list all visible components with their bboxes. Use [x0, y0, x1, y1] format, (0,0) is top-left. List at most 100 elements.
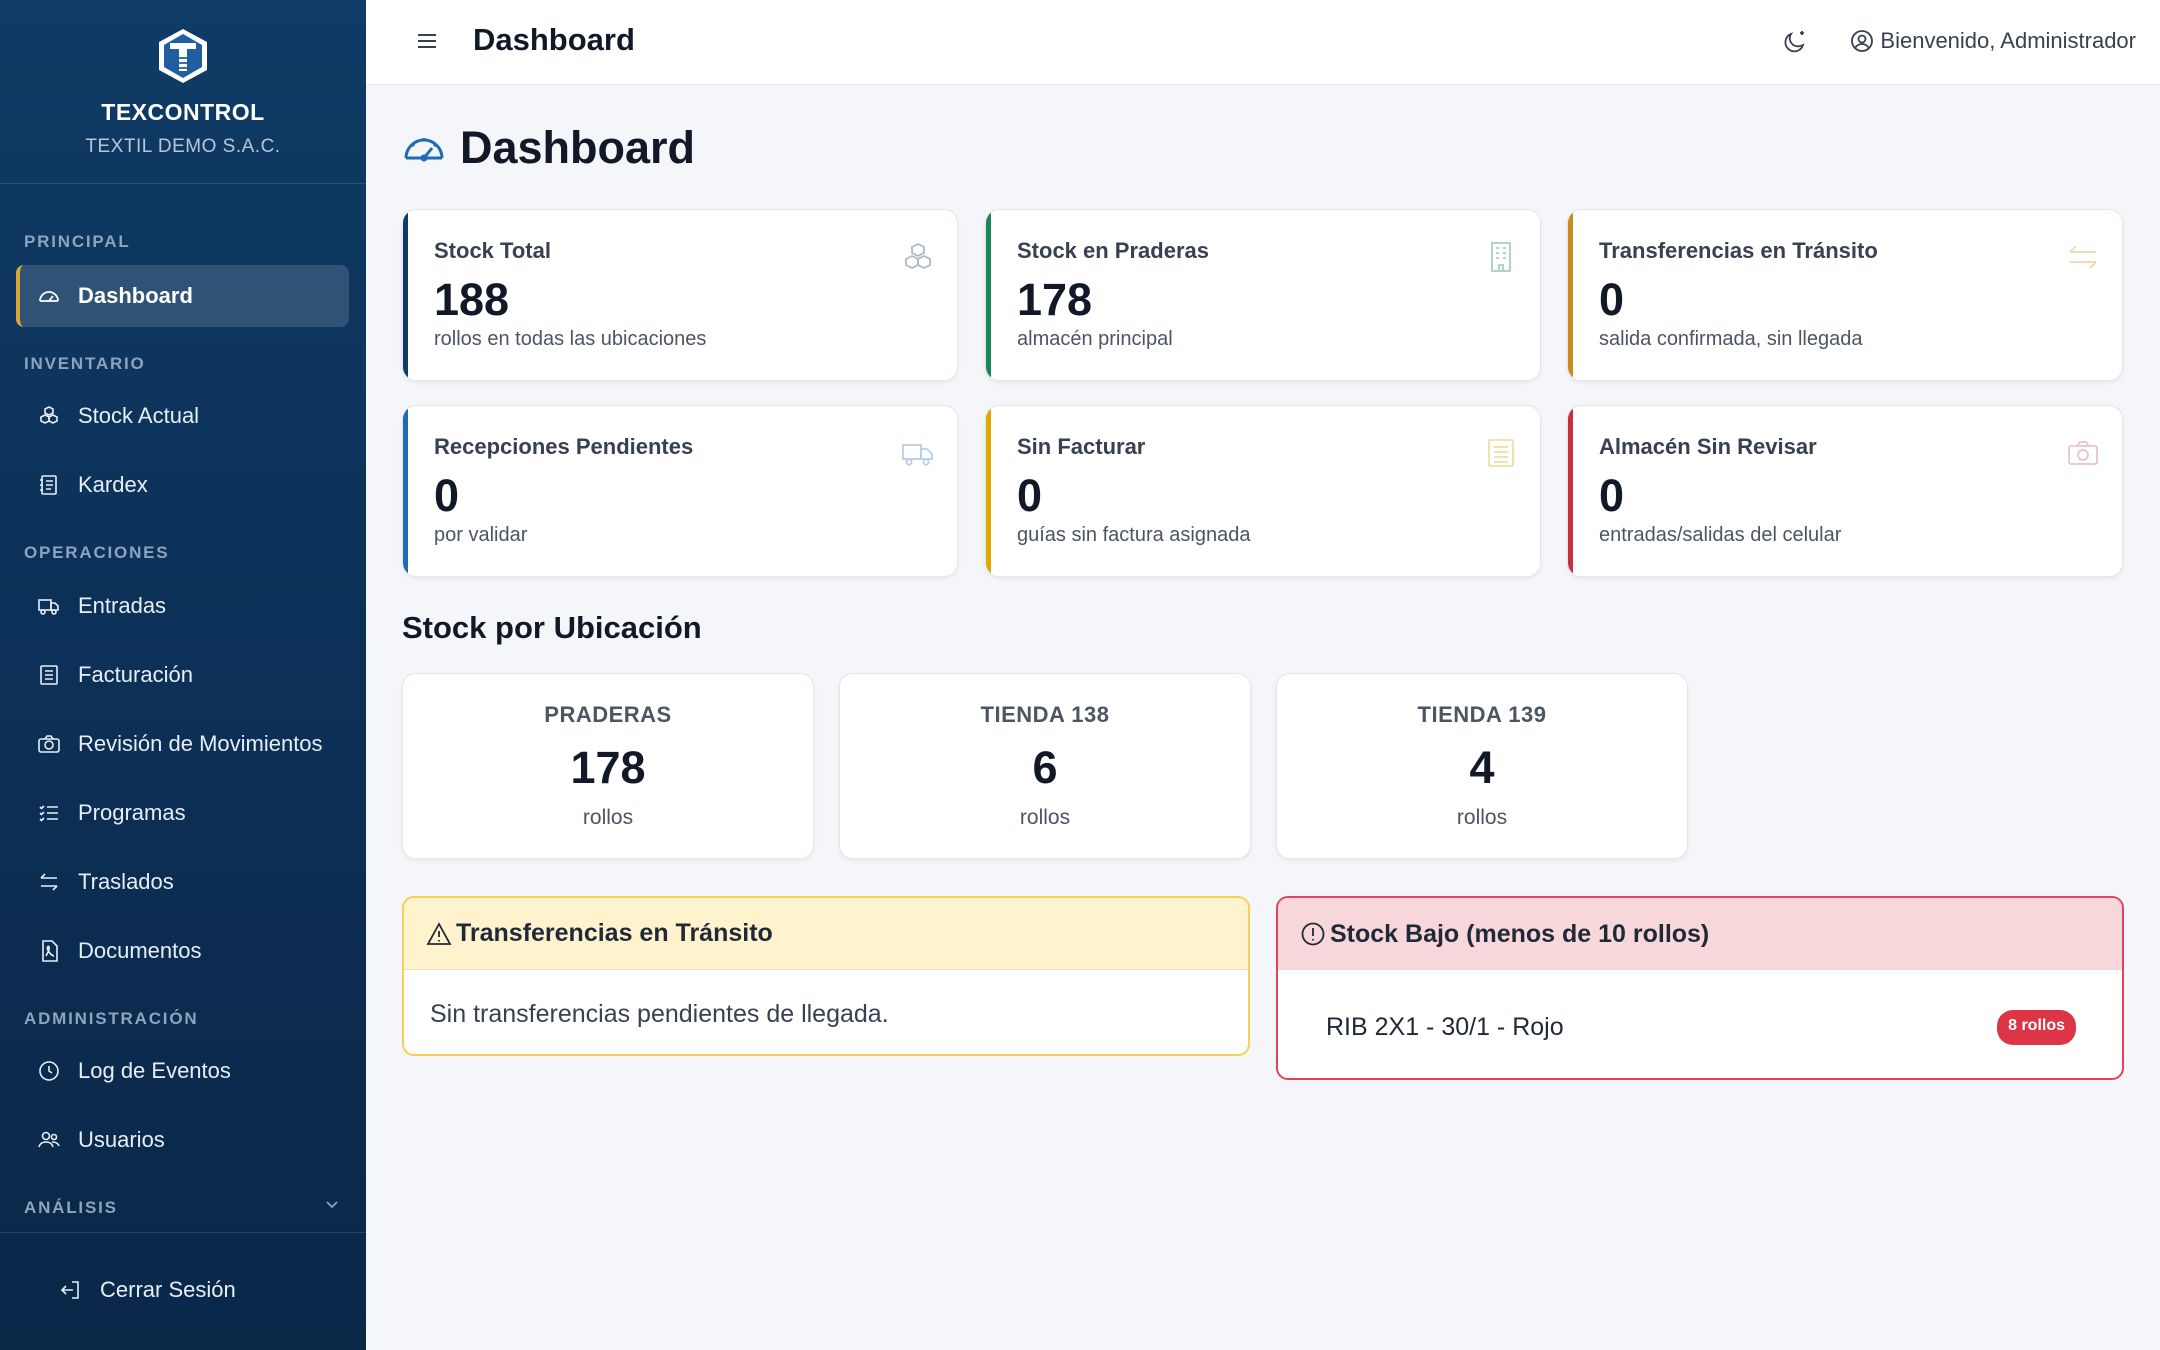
card-accent: [986, 406, 991, 576]
stat-sub: por validar: [434, 524, 528, 546]
brand: TEXCONTROL TEXTIL DEMO S.A.C.: [0, 0, 366, 184]
location-name: TIENDA 138: [980, 702, 1110, 727]
brand-name: TEXCONTROL: [101, 99, 265, 125]
transit-panel: Transferencias en Tránsito Sin transfere…: [402, 896, 1250, 1056]
truck-icon: [36, 593, 62, 619]
stat-value: 188: [434, 274, 510, 325]
nav-section-principal: PRINCIPAL: [24, 232, 131, 251]
welcome-text: Bienvenido, Administrador: [1880, 28, 2136, 53]
panel-title: Stock Bajo (menos de 10 rollos): [1330, 919, 1710, 948]
stat-sub: guías sin factura asignada: [1017, 524, 1251, 546]
stat-card-transferencias-transito: Transferencias en Tránsito 0 salida conf…: [1567, 209, 2123, 381]
list-item[interactable]: RIB 2X1 - 30/1 - Rojo 8 rollos: [1326, 1010, 2076, 1045]
file-pdf-icon: [36, 938, 62, 964]
card-accent: [403, 406, 408, 576]
logout-icon: [58, 1277, 84, 1303]
stat-label: Transferencias en Tránsito: [1599, 238, 1878, 263]
sidebar-item-facturacion[interactable]: Facturación: [16, 644, 349, 706]
stat-label: Stock en Praderas: [1017, 238, 1209, 263]
topbar-title: Dashboard: [473, 22, 635, 57]
user-menu[interactable]: Bienvenido, Administrador: [1850, 28, 2136, 54]
card-accent: [1568, 210, 1573, 380]
stat-label: Almacén Sin Revisar: [1599, 434, 1817, 459]
location-name: TIENDA 139: [1417, 702, 1547, 727]
sidebar-item-revision-movimientos[interactable]: Revisión de Movimientos: [16, 713, 349, 775]
transit-empty-text: Sin transferencias pendientes de llegada…: [430, 1000, 889, 1028]
location-name: PRADERAS: [544, 702, 672, 727]
stat-label: Stock Total: [434, 238, 551, 263]
sidebar-item-traslados[interactable]: Traslados: [16, 851, 349, 913]
moon-stars-icon[interactable]: [1782, 27, 1810, 55]
stat-card-almacen-sin-revisar: Almacén Sin Revisar 0 entradas/salidas d…: [1567, 405, 2123, 577]
sidebar-item-label: Facturación: [78, 662, 193, 687]
sidebar-item-label: Dashboard: [78, 283, 193, 308]
camera-icon: [36, 731, 62, 757]
section-title-stock-ubicacion: Stock por Ubicación: [402, 610, 702, 645]
stat-card-sin-facturar: Sin Facturar 0 guías sin factura asignad…: [985, 405, 1541, 577]
chevron-down-icon[interactable]: [324, 1196, 340, 1212]
location-card-praderas: PRADERAS 178 rollos: [402, 673, 814, 859]
panel-header: Transferencias en Tránsito: [404, 898, 1248, 970]
list-check-icon: [36, 800, 62, 826]
low-stock-badge: 8 rollos: [1997, 1010, 2076, 1045]
card-accent: [986, 210, 991, 380]
receipt-icon: [36, 662, 62, 688]
arrows-exchange-icon: [36, 869, 62, 895]
sidebar-item-documentos[interactable]: Documentos: [16, 920, 349, 982]
location-card-tienda-139: TIENDA 139 4 rollos: [1276, 673, 1688, 859]
exclamation-circle-icon: [1301, 922, 1325, 946]
panel-header: Stock Bajo (menos de 10 rollos): [1278, 898, 2122, 970]
sidebar-item-label: Stock Actual: [78, 403, 200, 428]
sidebar-item-stock-actual[interactable]: Stock Actual: [16, 385, 349, 447]
nav-section-analisis[interactable]: ANÁLISIS: [24, 1198, 118, 1217]
logout-button[interactable]: Cerrar Sesión: [58, 1268, 236, 1312]
low-stock-panel: Stock Bajo (menos de 10 rollos) RIB 2X1 …: [1276, 896, 2124, 1080]
sidebar-item-label: Traslados: [78, 869, 174, 894]
card-accent: [1568, 406, 1573, 576]
sidebar-item-programas[interactable]: Programas: [16, 782, 349, 844]
sidebar-item-log-eventos[interactable]: Log de Eventos: [16, 1040, 349, 1102]
location-count: 4: [1469, 742, 1495, 793]
sidebar-item-usuarios[interactable]: Usuarios: [16, 1109, 349, 1171]
stat-label: Recepciones Pendientes: [434, 434, 694, 459]
journal-icon: [36, 472, 62, 498]
stat-sub: almacén principal: [1017, 328, 1173, 350]
warning-triangle-icon: [426, 921, 452, 945]
stat-sub: salida confirmada, sin llegada: [1599, 328, 1863, 350]
location-unit: rollos: [1456, 806, 1508, 829]
sidebar-item-dashboard[interactable]: Dashboard: [16, 265, 349, 327]
topbar: Dashboard Bienvenido, Administrador: [366, 0, 2160, 85]
stat-sub: rollos en todas las ubicaciones: [434, 328, 707, 350]
location-count: 6: [1032, 742, 1058, 793]
clock-history-icon: [36, 1058, 62, 1084]
sidebar-item-kardex[interactable]: Kardex: [16, 454, 349, 516]
location-unit: rollos: [582, 806, 634, 829]
stat-card-recepciones-pendientes: Recepciones Pendientes 0 por validar: [402, 405, 958, 577]
stat-value: 0: [1017, 470, 1043, 521]
low-stock-item-name: RIB 2X1 - 30/1 - Rojo: [1326, 1013, 1564, 1041]
logout-label: Cerrar Sesión: [100, 1277, 236, 1302]
sidebar-item-entradas[interactable]: Entradas: [16, 575, 349, 637]
texcontrol-logo-icon: [159, 29, 207, 83]
truck-icon: [902, 444, 933, 466]
brand-company: TEXTIL DEMO S.A.C.: [85, 136, 281, 157]
page-title: Dashboard: [460, 122, 696, 173]
user-circle-icon: [1851, 30, 1874, 52]
sidebar-divider: [0, 1232, 366, 1233]
stat-value: 0: [1599, 274, 1625, 325]
sidebar-item-label: Entradas: [78, 593, 167, 618]
boxes-icon: [905, 242, 931, 270]
sidebar-item-label: Kardex: [78, 472, 148, 497]
sidebar-item-label: Usuarios: [78, 1127, 165, 1152]
sidebar-item-label: Programas: [78, 800, 186, 825]
nav-section-inventario: INVENTARIO: [24, 354, 146, 373]
location-unit: rollos: [1019, 806, 1071, 829]
location-count: 178: [570, 742, 646, 793]
stat-label: Sin Facturar: [1017, 434, 1146, 459]
speedometer-icon: [404, 138, 444, 162]
boxes-icon: [36, 403, 62, 429]
people-icon: [36, 1127, 62, 1153]
nav-section-operaciones: OPERACIONES: [24, 543, 170, 562]
sidebar-item-label: Documentos: [78, 938, 202, 963]
hamburger-menu-icon[interactable]: [416, 30, 438, 52]
